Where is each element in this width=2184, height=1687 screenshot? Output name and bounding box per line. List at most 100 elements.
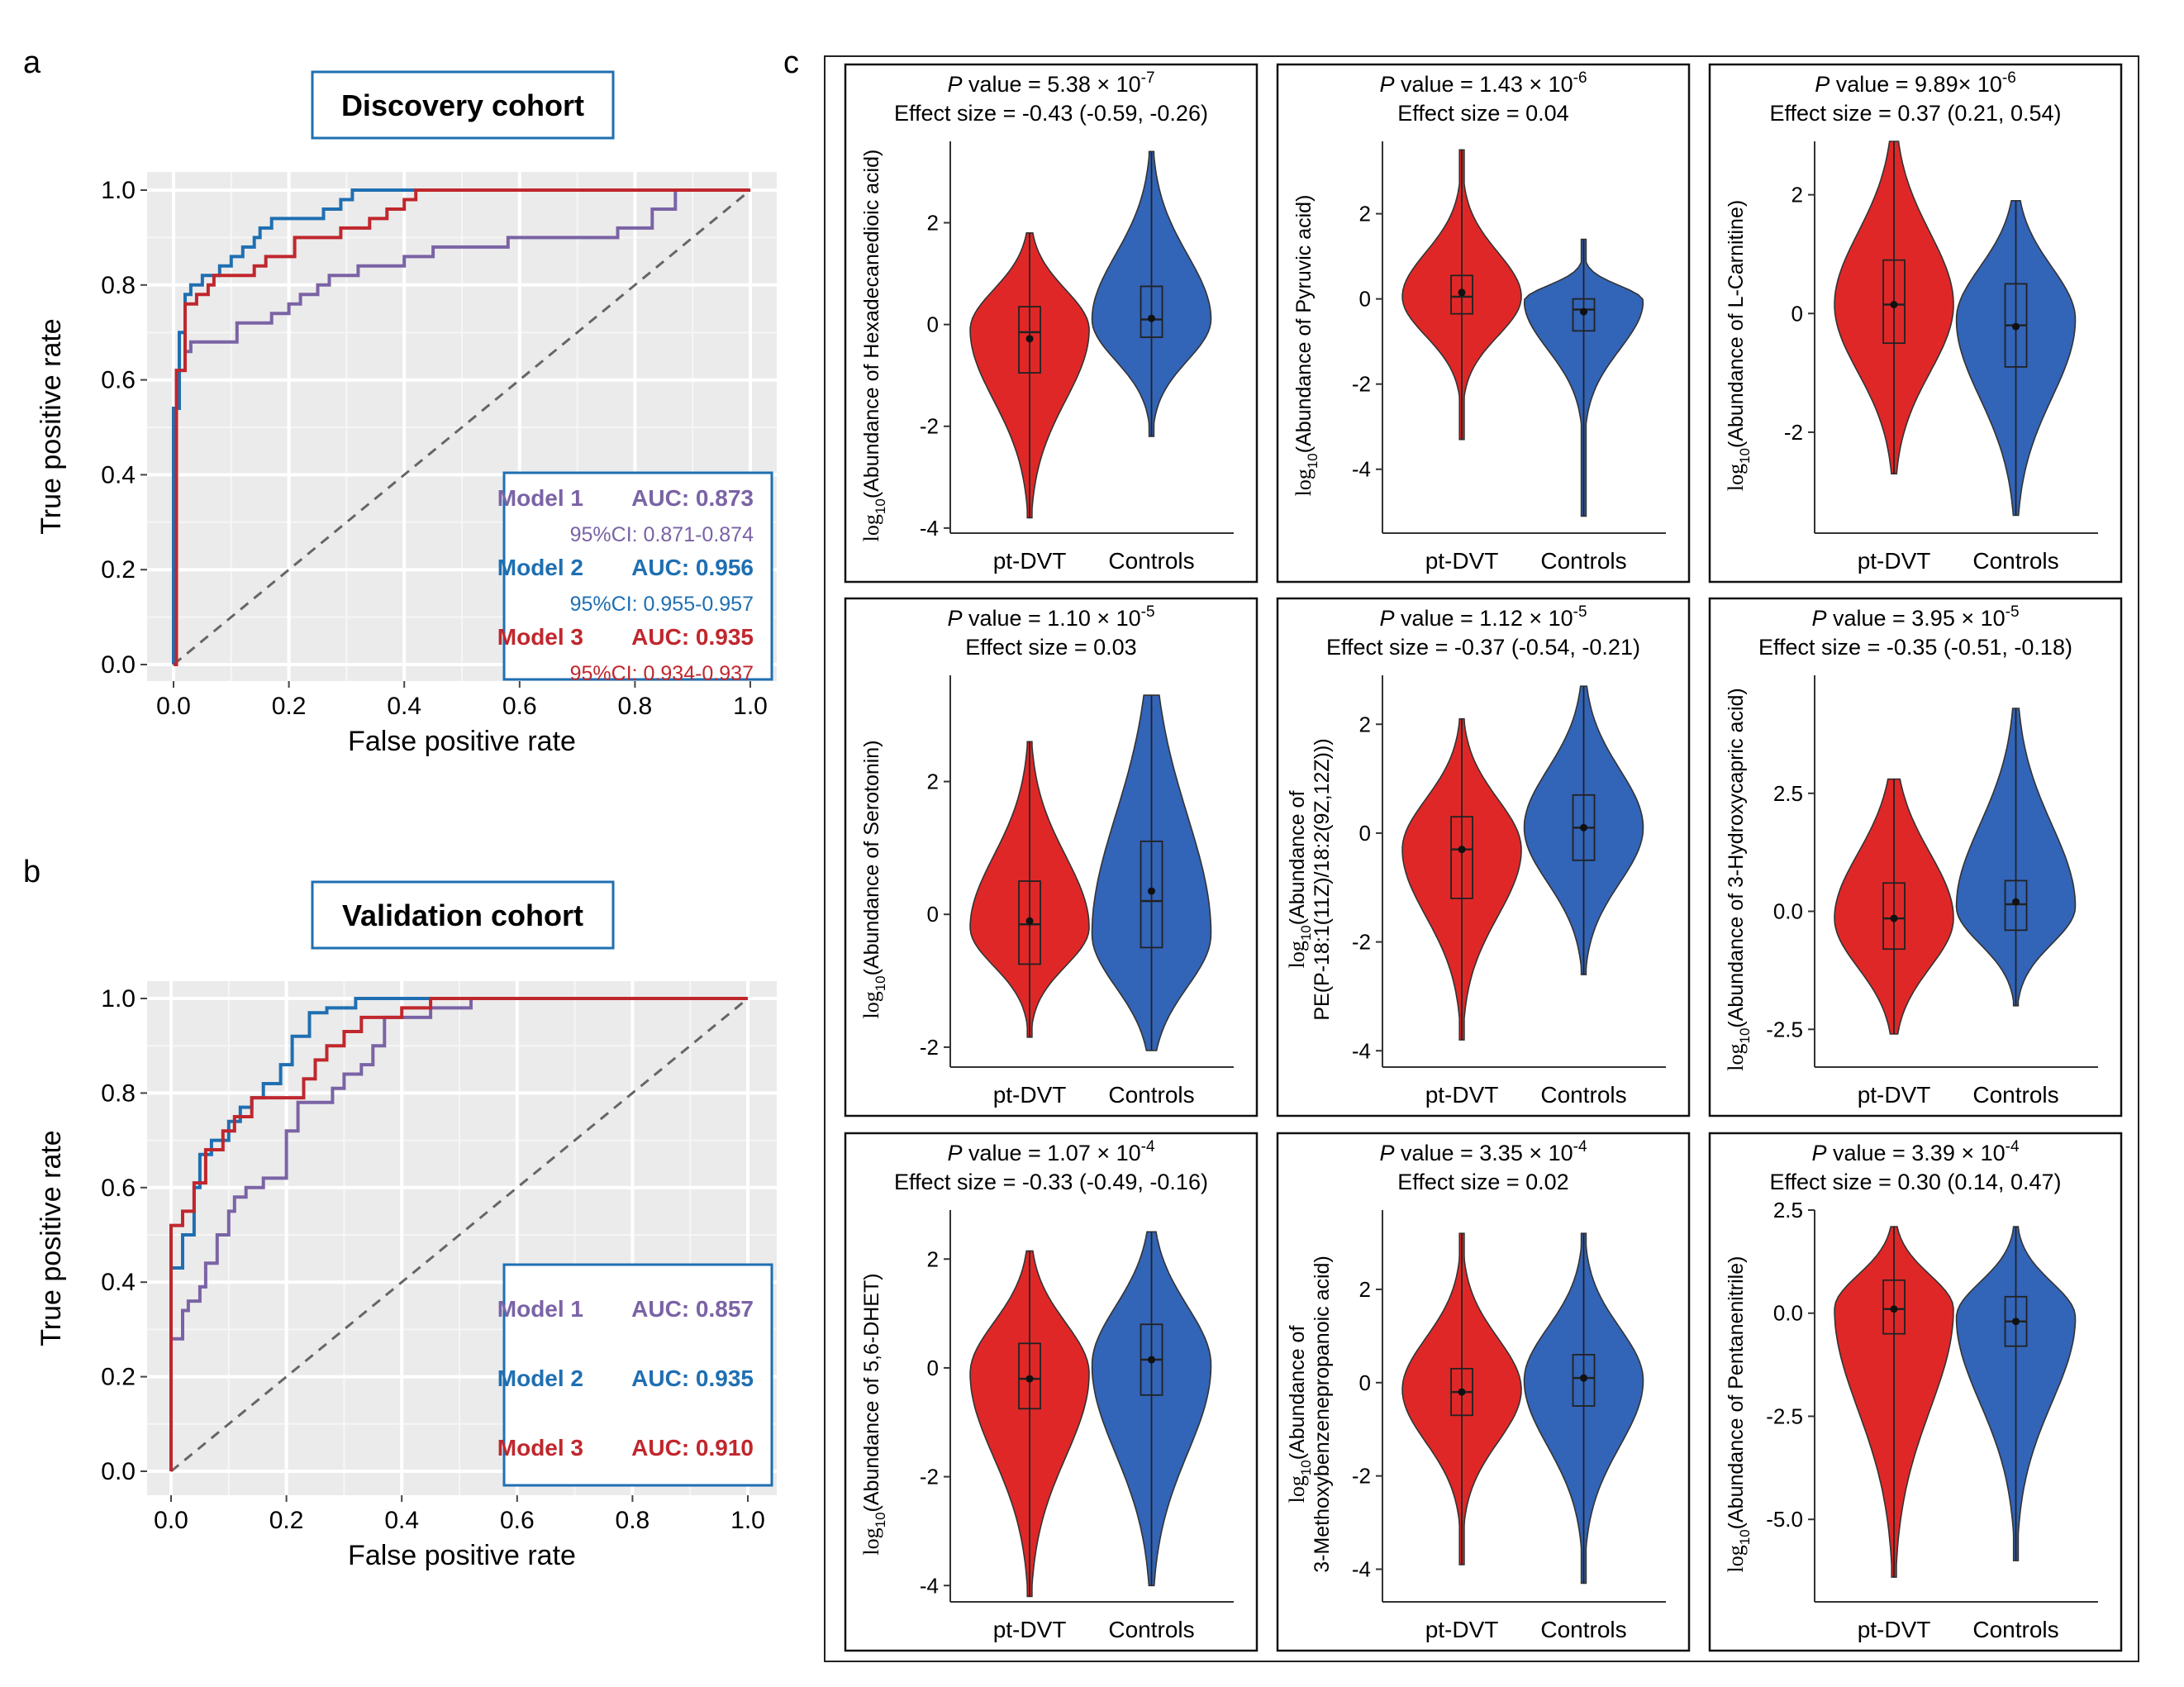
x-category-label: Controls — [1108, 1082, 1194, 1108]
roc-chart-discovery: Discovery cohort 0.0 0.2 0.4 0.6 0.8 1.0 0.0 0.2… — [36, 70, 777, 757]
violin-mean-dot — [1890, 1305, 1898, 1313]
x-tick-label: 0.2 — [269, 1507, 304, 1534]
p-value-exponent: -5 — [1573, 603, 1587, 621]
y-tick-label: 0 — [1359, 287, 1371, 312]
x-tick-label: 0.6 — [500, 1507, 535, 1534]
y-tick-label: -5.0 — [1766, 1507, 1803, 1532]
legend-ci: 95%CI: 0.955-0.957 — [570, 593, 754, 616]
x-category-label: pt-DVT — [993, 548, 1067, 574]
ylabel-log: log — [1285, 941, 1309, 968]
y-tick-label: 0.0 — [101, 1458, 136, 1485]
y-tick-label: 2 — [1359, 1277, 1371, 1302]
violin-mean-dot — [1148, 314, 1156, 322]
x-tick-label: 0.8 — [616, 1507, 650, 1534]
ylabel-text: (Abundance of Serotonin) — [860, 740, 883, 975]
p-value-exponent: -5 — [1141, 603, 1155, 621]
x-tick-label: 0.0 — [154, 1507, 188, 1534]
p-value-label: P value = 1.10 × 10-5 — [947, 603, 1154, 631]
y-tick-label: -2 — [1352, 1464, 1371, 1489]
x-tick-label: 1.0 — [733, 693, 768, 720]
p-value-exponent: -6 — [1573, 69, 1587, 87]
p-italic: P — [947, 606, 962, 631]
violin-box — [1140, 285, 1163, 338]
x-category-label: Controls — [1972, 1082, 2058, 1108]
y-tick-label: -2 — [1352, 930, 1371, 955]
y-axis-label-line2: PE(P-18:1(11Z)/18:2(9Z,12Z))) — [1311, 738, 1334, 1020]
y-axis-label: log10(Abundance of Pentanenitrile) — [1724, 1256, 1753, 1573]
p-italic: P — [1379, 72, 1394, 97]
x-tick-label: 0.8 — [618, 693, 653, 720]
y-axis-label: log10(Abundance of Hexadecanedioic acid) — [859, 150, 888, 542]
p-value-label: P value = 3.95 × 10-5 — [1811, 603, 2019, 631]
ylabel-sub: 10 — [1298, 925, 1314, 941]
ylabel-sub: 10 — [1737, 1028, 1753, 1044]
violin-mean-dot — [1458, 288, 1466, 297]
y-tick-label: 0.0 — [101, 651, 136, 679]
y-tick-label: 0.2 — [101, 556, 136, 584]
x-category-label: pt-DVT — [1425, 548, 1499, 574]
p-value-text: value = 1.43 × 10 — [1394, 72, 1573, 97]
ylabel-log: log — [1724, 1044, 1748, 1071]
violin-mean-dot — [1025, 917, 1034, 925]
y-axis-label: log10(Abundance of — [1285, 1326, 1314, 1504]
y-tick-label: 0.2 — [101, 1364, 136, 1391]
y-tick-label: -2.5 — [1766, 1403, 1803, 1428]
violin-mean-dot — [1025, 335, 1034, 343]
p-value-label: P value = 1.12 × 10-5 — [1379, 603, 1587, 631]
y-axis-label: True positive rate — [36, 318, 67, 534]
violin-mean-dot — [1148, 1356, 1156, 1364]
x-category-label: Controls — [1108, 1617, 1194, 1642]
y-tick-label: 2.5 — [1773, 1198, 1803, 1222]
ylabel-text: (Abundance of — [1286, 791, 1309, 926]
violin-subplot: P value = 3.95 × 10-5 Effect size = -0.35… — [1708, 597, 2123, 1118]
y-tick-label: -2 — [1352, 372, 1371, 397]
violin-box — [1572, 298, 1596, 332]
y-tick-label: -2.5 — [1766, 1017, 1803, 1041]
violin-box — [1572, 1354, 1596, 1407]
p-italic: P — [1815, 72, 1830, 97]
legend-auc: AUC: 0.857 — [631, 1296, 754, 1322]
p-value-label: P value = 5.38 × 10-7 — [947, 69, 1154, 97]
ylabel-text: (Abundance of 3-Hydroxycapric acid) — [1725, 688, 1748, 1027]
ylabel-text: (Abundance of Pentanenitrile) — [1725, 1256, 1748, 1530]
p-italic: P — [1811, 606, 1826, 631]
y-axis-label: log10(Abundance of 5,6-DHET) — [859, 1273, 888, 1555]
violin-subplot: P value = 3.39 × 10-4 Effect size = 0.30 … — [1708, 1132, 2123, 1652]
violin-mean-dot — [1458, 1388, 1466, 1396]
roc-curve-model-3 — [169, 997, 748, 1471]
x-category-label: Controls — [1972, 1617, 2058, 1642]
p-value-exponent: -4 — [2006, 1138, 2020, 1156]
p-italic: P — [1379, 606, 1394, 631]
y-axis-label-line2: 3-Methoxybenzenepropanoic acid) — [1311, 1256, 1334, 1573]
effect-size-label: Effect size = 0.30 (0.14, 0.47) — [1770, 1170, 2062, 1194]
violin-mean-dot — [1890, 301, 1898, 308]
legend-ci: 95%CI: 0.871-0.874 — [570, 523, 754, 546]
violin-subplot: P value = 5.38 × 10-7 Effect size = -0.43… — [844, 63, 1259, 584]
p-value-exponent: -7 — [1141, 69, 1155, 87]
ylabel-text: (Abundance of — [1286, 1326, 1309, 1461]
ylabel-sub: 10 — [1305, 453, 1320, 469]
legend-model-name: Model 2 — [497, 1365, 583, 1391]
ylabel-sub: 10 — [873, 498, 888, 514]
effect-size-label: Effect size = 0.37 (0.21, 0.54) — [1770, 101, 2062, 126]
panel-letter-c: c — [783, 45, 799, 80]
y-tick-label: 0 — [1359, 1370, 1371, 1395]
p-value-text: value = 5.38 × 10 — [962, 72, 1140, 97]
violin-box — [2004, 879, 2028, 932]
violin-box — [1018, 1342, 1041, 1410]
y-tick-label: 1.0 — [101, 985, 136, 1013]
violin-mean-dot — [1580, 307, 1588, 316]
violin-mean-dot — [2012, 898, 2020, 906]
legend-model-name: Model 3 — [497, 1435, 583, 1461]
ylabel-sub: 10 — [1737, 448, 1753, 464]
panel-letter-b: b — [23, 855, 40, 889]
p-value-label: P value = 3.39 × 10-4 — [1811, 1138, 2020, 1165]
y-tick-label: 0.6 — [101, 367, 136, 394]
y-tick-label: 2.5 — [1773, 781, 1803, 806]
violin-panel-frame — [824, 55, 2139, 1662]
chance-diagonal — [170, 997, 749, 1473]
ylabel-text: (Abundance of 5,6-DHET) — [860, 1273, 883, 1512]
x-category-label: Controls — [1540, 1082, 1626, 1108]
